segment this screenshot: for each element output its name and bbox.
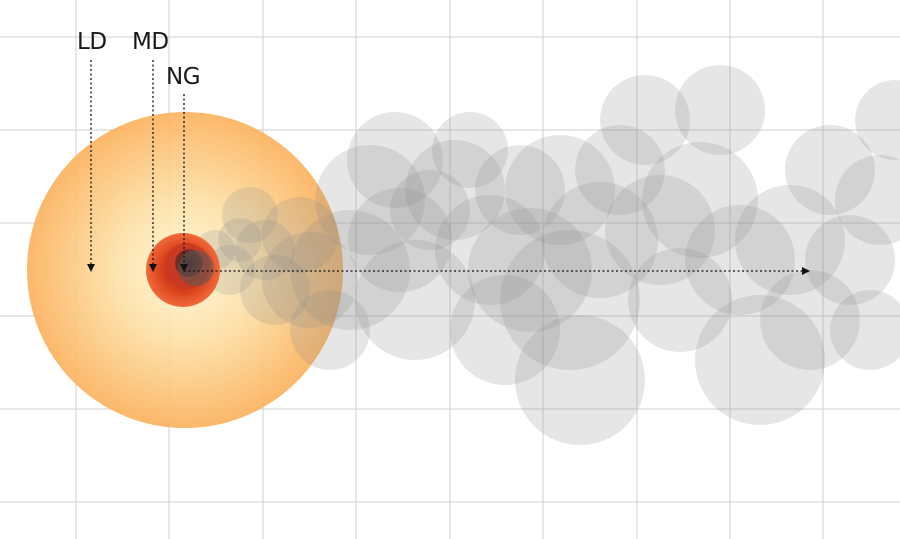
smoke-puff [685, 205, 795, 315]
smoke-puff [642, 142, 758, 258]
md-label: MD [132, 29, 169, 55]
smoke-puff [348, 188, 452, 292]
smoke-puff [600, 75, 690, 165]
smoke-puff [240, 255, 310, 325]
smoke-puff [542, 182, 658, 298]
smoke-puff [835, 155, 900, 245]
ld-label: LD [77, 29, 107, 55]
smoke-puff [315, 145, 425, 255]
smoke-puff [505, 135, 615, 245]
smoke-puff [575, 125, 665, 215]
smoke-puff [290, 210, 410, 330]
smoke-puff [290, 290, 370, 370]
smoke-puff [355, 240, 475, 360]
smoke-puff [855, 80, 900, 160]
smoke-puff [390, 170, 470, 250]
smoke-puff [605, 175, 715, 285]
smoke-puff [432, 112, 508, 188]
smoke-puff [222, 187, 278, 243]
smoke-puff [805, 215, 895, 305]
smoke-puff [628, 248, 732, 352]
smoke-plume [195, 65, 900, 445]
smoke-puff [500, 230, 640, 370]
smoke-puff [262, 232, 358, 328]
smoke-puff [218, 218, 262, 262]
smoke-puff [475, 145, 565, 235]
smoke-puff [515, 315, 645, 445]
smoke-puff [675, 65, 765, 155]
smoke-puff [785, 125, 875, 215]
smoke-puff [347, 112, 443, 208]
smoke-puff [760, 270, 860, 370]
smoke-puff [405, 140, 505, 240]
smoke-puff [830, 290, 900, 370]
ground-zero-smoke-puff [178, 250, 214, 286]
smoke-puff [735, 185, 845, 295]
smoke-puff [435, 195, 545, 305]
smoke-puff [695, 295, 825, 425]
smoke-puff [450, 275, 560, 385]
smoke-puff [468, 208, 592, 332]
smoke-puff [262, 197, 338, 273]
smoke-puff [235, 220, 295, 280]
ng-label: NG [166, 64, 201, 90]
